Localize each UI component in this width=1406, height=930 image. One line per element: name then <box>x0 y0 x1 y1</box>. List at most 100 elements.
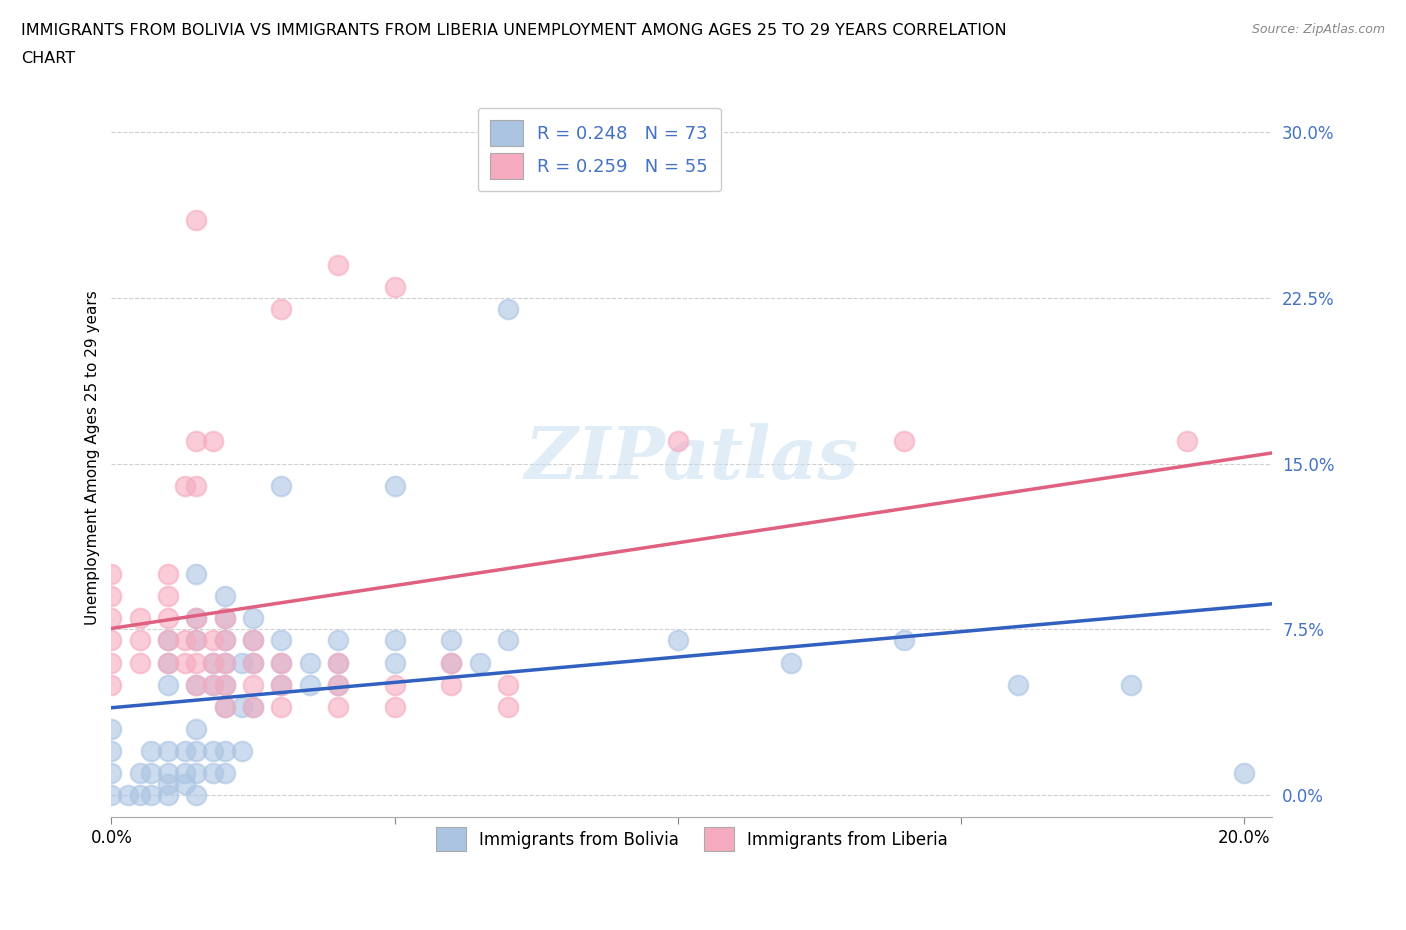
Point <box>186 677 208 692</box>
Point <box>128 788 150 803</box>
Point <box>298 677 321 692</box>
Point <box>214 633 236 648</box>
Point <box>496 301 519 316</box>
Point <box>157 744 180 759</box>
Point <box>214 589 236 604</box>
Text: IMMIGRANTS FROM BOLIVIA VS IMMIGRANTS FROM LIBERIA UNEMPLOYMENT AMONG AGES 25 TO: IMMIGRANTS FROM BOLIVIA VS IMMIGRANTS FR… <box>21 23 1007 38</box>
Point <box>128 765 150 780</box>
Point <box>100 589 122 604</box>
Point <box>214 633 236 648</box>
Legend: Immigrants from Bolivia, Immigrants from Liberia: Immigrants from Bolivia, Immigrants from… <box>427 819 956 859</box>
Point <box>202 744 225 759</box>
Point <box>186 566 208 581</box>
Point <box>242 655 264 670</box>
Point <box>666 434 689 449</box>
Point <box>100 677 122 692</box>
Point <box>139 744 162 759</box>
Point <box>139 788 162 803</box>
Point <box>242 699 264 714</box>
Point <box>157 788 180 803</box>
Point <box>270 699 292 714</box>
Point <box>1233 765 1256 780</box>
Point <box>384 655 406 670</box>
Point <box>202 655 225 670</box>
Point <box>100 633 122 648</box>
Point <box>157 611 180 626</box>
Point <box>1007 677 1029 692</box>
Point <box>100 744 122 759</box>
Point <box>174 633 197 648</box>
Point <box>100 566 122 581</box>
Point <box>157 633 180 648</box>
Point <box>326 257 349 272</box>
Point <box>186 633 208 648</box>
Point <box>214 677 236 692</box>
Point <box>100 611 122 626</box>
Point <box>157 677 180 692</box>
Point <box>174 655 197 670</box>
Point <box>1119 677 1142 692</box>
Y-axis label: Unemployment Among Ages 25 to 29 years: Unemployment Among Ages 25 to 29 years <box>86 291 100 626</box>
Point <box>270 478 292 493</box>
Point <box>242 633 264 648</box>
Point <box>326 633 349 648</box>
Point <box>128 611 150 626</box>
Point <box>440 633 463 648</box>
Point <box>384 478 406 493</box>
Point <box>186 611 208 626</box>
Point <box>214 765 236 780</box>
Point <box>326 655 349 670</box>
Point <box>384 699 406 714</box>
Point <box>174 777 197 791</box>
Point <box>440 655 463 670</box>
Point <box>100 655 122 670</box>
Point <box>242 699 264 714</box>
Point <box>214 699 236 714</box>
Point <box>139 765 162 780</box>
Point <box>384 677 406 692</box>
Point <box>496 633 519 648</box>
Point <box>214 677 236 692</box>
Point <box>100 788 122 803</box>
Point <box>231 699 253 714</box>
Point <box>270 677 292 692</box>
Point <box>440 677 463 692</box>
Point <box>214 699 236 714</box>
Point <box>231 655 253 670</box>
Point <box>270 655 292 670</box>
Point <box>242 611 264 626</box>
Point <box>1177 434 1199 449</box>
Point <box>242 655 264 670</box>
Point <box>326 699 349 714</box>
Point <box>440 655 463 670</box>
Point <box>496 677 519 692</box>
Point <box>157 655 180 670</box>
Point <box>893 434 915 449</box>
Point <box>231 744 253 759</box>
Point <box>128 655 150 670</box>
Point <box>298 655 321 670</box>
Point <box>214 611 236 626</box>
Point <box>384 279 406 294</box>
Point <box>157 655 180 670</box>
Point <box>174 744 197 759</box>
Point <box>157 777 180 791</box>
Text: CHART: CHART <box>21 51 75 66</box>
Point <box>326 677 349 692</box>
Point <box>242 677 264 692</box>
Point <box>202 655 225 670</box>
Point <box>202 677 225 692</box>
Point <box>893 633 915 648</box>
Point <box>128 633 150 648</box>
Point <box>174 765 197 780</box>
Point <box>202 434 225 449</box>
Point <box>270 677 292 692</box>
Point <box>326 677 349 692</box>
Point <box>270 655 292 670</box>
Point <box>326 655 349 670</box>
Point <box>100 765 122 780</box>
Point <box>174 478 197 493</box>
Point <box>186 788 208 803</box>
Point <box>468 655 491 670</box>
Point <box>157 633 180 648</box>
